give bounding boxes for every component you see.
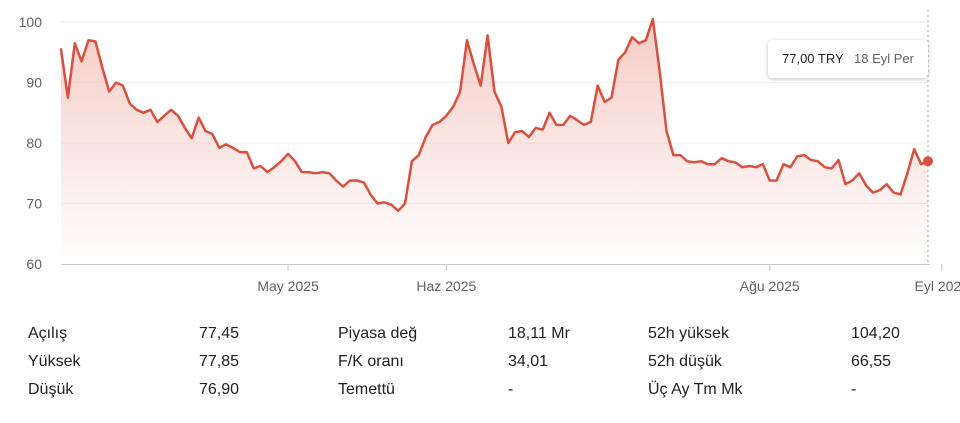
tooltip-date: 18 Eyl Per xyxy=(854,51,914,66)
x-tick-label: May 2025 xyxy=(257,278,319,294)
stat-value-quarterly: - xyxy=(851,381,857,398)
x-axis-labels: May 2025 Haz 2025 Ağu 2025 Eyl 2025 xyxy=(257,264,960,294)
stat-value-high: 77,85 xyxy=(199,353,240,370)
x-tick-label: Eyl 2025 xyxy=(915,278,960,294)
y-tick-label: 80 xyxy=(26,135,42,151)
stat-value-dividend: - xyxy=(508,381,514,398)
current-price-dot xyxy=(923,156,933,167)
x-tick-label: Haz 2025 xyxy=(416,278,476,294)
stat-value-52w-low: 66,55 xyxy=(851,353,892,370)
stat-label-high: Yüksek xyxy=(28,353,81,370)
price-tooltip: 77,00 TRY 18 Eyl Per xyxy=(768,40,928,78)
stat-value-low: 76,90 xyxy=(199,381,240,398)
stat-value-pe-ratio: 34,01 xyxy=(508,353,549,370)
stat-label-52w-high: 52h yüksek xyxy=(648,325,729,342)
stat-label-52w-low: 52h düşük xyxy=(648,353,722,370)
price-chart[interactable]: 60 70 80 90 100 May 2025 Haz 2025 Ağu 2025 Eyl … xyxy=(0,0,960,300)
stat-label-open: Açılış xyxy=(28,325,68,342)
stat-value-open: 77,45 xyxy=(199,325,240,342)
stat-label-market-cap: Piyasa değ xyxy=(338,325,418,342)
stat-label-pe-ratio: F/K oranı xyxy=(338,353,404,370)
y-tick-label: 100 xyxy=(19,14,43,30)
price-area-fill xyxy=(61,19,928,264)
y-tick-label: 90 xyxy=(26,75,42,91)
y-axis-labels: 60 70 80 90 100 xyxy=(19,14,43,272)
price-line xyxy=(59,17,930,213)
y-tick-label: 60 xyxy=(26,256,42,272)
y-tick-label: 70 xyxy=(26,196,42,212)
stat-label-low: Düşük xyxy=(28,381,74,398)
tooltip-price: 77,00 TRY xyxy=(782,51,844,66)
stat-row: Yüksek 77,85 F/K oranı 34,01 52h düşük 6… xyxy=(0,348,960,376)
stat-label-dividend: Temettü xyxy=(338,381,395,398)
stat-label-quarterly: Üç Ay Tm Mk xyxy=(648,381,743,398)
stat-row: Açılış 77,45 Piyasa değ 18,11 Mr 52h yük… xyxy=(0,320,960,348)
x-tick-label: Ağu 2025 xyxy=(740,278,800,294)
stat-row: Düşük 76,90 Temettü - Üç Ay Tm Mk - xyxy=(0,376,960,404)
stat-value-market-cap: 18,11 Mr xyxy=(508,325,570,342)
stat-value-52w-high: 104,20 xyxy=(851,325,900,342)
